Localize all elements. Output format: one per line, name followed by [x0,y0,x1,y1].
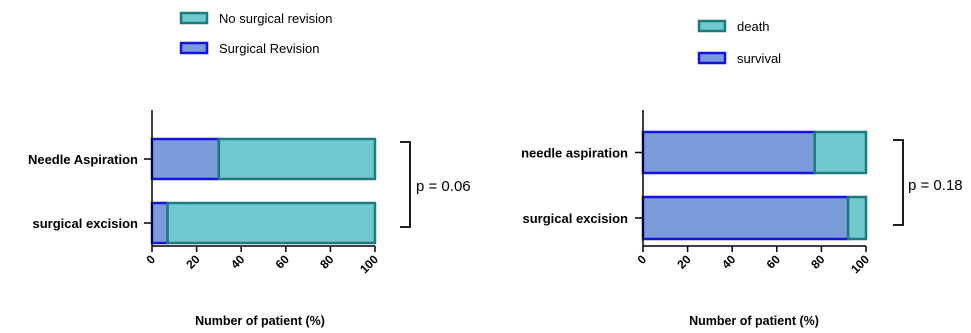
bar-2-2-2 [846,195,868,241]
legend-label-2-2: survival [737,51,781,66]
x-axis-title-2: Number of patient (%) [689,314,819,328]
legend-label-1-2: Surgical Revision [219,41,319,56]
x-tick-label-1-5: 80 [317,252,337,272]
bar-2-1-1 [641,130,816,175]
legend-swatch-2-2 [697,51,727,65]
legend-swatch-2-1 [697,19,727,33]
bar-2-1-2 [813,130,868,175]
chart-panel-1: No surgical revision Surgical Revision Nee… [28,11,471,328]
p-value-label-2: p = 0.18 [908,177,963,194]
p-value-label-1: p = 0.06 [416,178,471,195]
x-tick-label-2-4: 60 [764,252,784,272]
bar-1-1-2 [217,137,377,181]
bar-1-2-2 [166,201,377,245]
x-tick-label-2-5: 80 [808,252,828,272]
x-tick-label-2-1: 0 [634,252,649,267]
legend-label-2-1: death [737,19,770,34]
bar-2-2-1 [641,195,850,241]
bar-1-2-1 [150,201,169,245]
legend-swatch-1-1 [179,11,209,25]
legend-label-1-1: No surgical revision [219,11,332,26]
legend-swatch-1-2 [179,41,209,55]
x-tick-label-1-3: 40 [228,252,248,272]
category-label-2-1: needle aspiration [521,146,628,161]
x-tick-label-1-2: 20 [183,252,203,272]
bar-1-1-1 [150,137,221,181]
category-label-1-1: Needle Aspiration [28,152,138,167]
x-tick-label-2-6: 100 [848,252,872,276]
x-tick-label-1-4: 60 [273,252,293,272]
category-label-1-2: surgical excision [33,216,139,231]
significance-bracket-1 [400,141,411,228]
category-label-2-2: surgical excision [523,211,629,226]
x-tick-label-1-6: 100 [357,252,381,276]
chart-panel-2: death survival needle aspiration surgical e… [521,19,963,328]
x-tick-label-2-3: 40 [719,252,739,272]
x-tick-label-1-1: 0 [143,252,158,267]
x-axis-title-1: Number of patient (%) [195,314,325,328]
x-tick-label-2-2: 20 [674,252,694,272]
significance-bracket-2 [893,139,904,226]
